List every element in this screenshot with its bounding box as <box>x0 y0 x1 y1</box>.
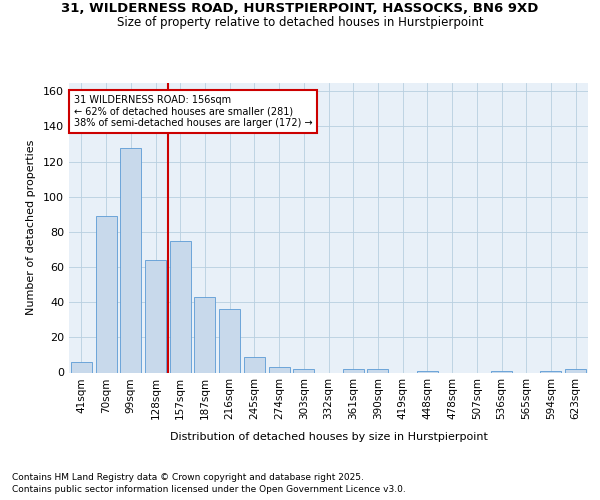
Bar <box>244 356 265 372</box>
Bar <box>71 362 92 372</box>
Bar <box>491 370 512 372</box>
Bar <box>541 370 562 372</box>
Bar <box>565 369 586 372</box>
Text: Contains public sector information licensed under the Open Government Licence v3: Contains public sector information licen… <box>12 485 406 494</box>
Text: Size of property relative to detached houses in Hurstpierpoint: Size of property relative to detached ho… <box>116 16 484 29</box>
Bar <box>293 369 314 372</box>
Text: Contains HM Land Registry data © Crown copyright and database right 2025.: Contains HM Land Registry data © Crown c… <box>12 472 364 482</box>
Bar <box>367 369 388 372</box>
Y-axis label: Number of detached properties: Number of detached properties <box>26 140 36 315</box>
Text: 31, WILDERNESS ROAD, HURSTPIERPOINT, HASSOCKS, BN6 9XD: 31, WILDERNESS ROAD, HURSTPIERPOINT, HAS… <box>61 2 539 16</box>
Bar <box>120 148 141 372</box>
Bar <box>343 369 364 372</box>
Bar <box>219 309 240 372</box>
Bar <box>269 367 290 372</box>
Bar <box>145 260 166 372</box>
Bar <box>194 297 215 372</box>
Bar <box>170 240 191 372</box>
Bar <box>417 370 438 372</box>
Text: 31 WILDERNESS ROAD: 156sqm
← 62% of detached houses are smaller (281)
38% of sem: 31 WILDERNESS ROAD: 156sqm ← 62% of deta… <box>74 95 313 128</box>
Bar <box>95 216 116 372</box>
Text: Distribution of detached houses by size in Hurstpierpoint: Distribution of detached houses by size … <box>170 432 488 442</box>
